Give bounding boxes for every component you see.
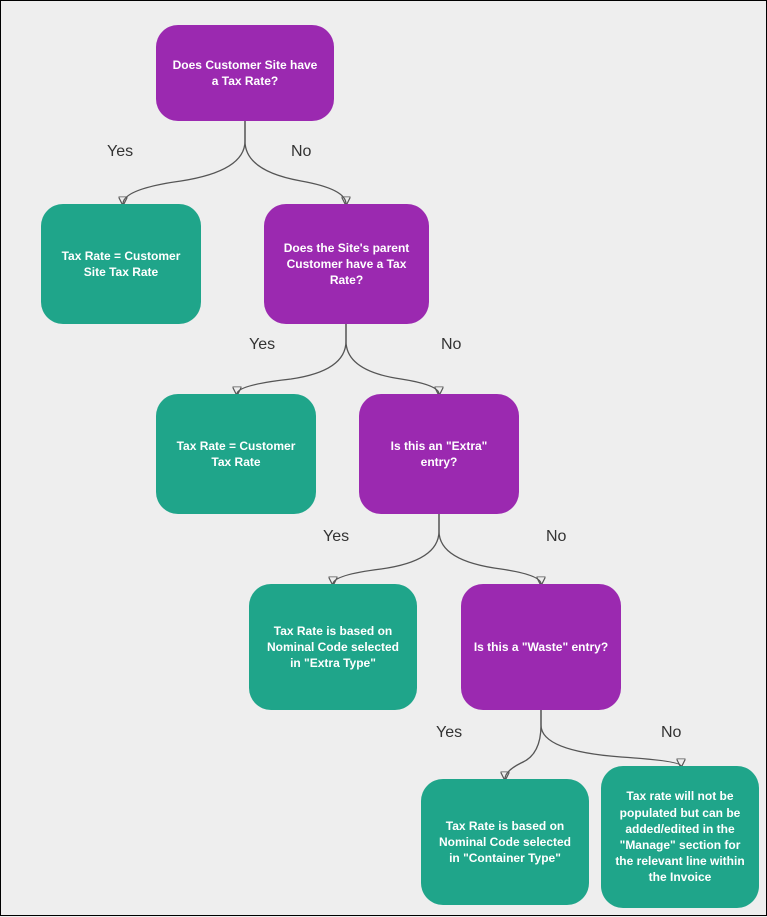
node-container-type-nominal: Tax Rate is based on Nominal Code select… <box>421 779 589 905</box>
node-customer-site-tax-rate: Does Customer Site have a Tax Rate? <box>156 25 334 121</box>
node-label: Tax Rate = Customer Site Tax Rate <box>53 248 189 280</box>
node-label: Tax Rate is based on Nominal Code select… <box>261 623 405 672</box>
node-parent-customer-tax-rate: Does the Site's parent Customer have a T… <box>264 204 429 324</box>
edge-label-yes: Yes <box>249 336 275 354</box>
node-label: Does the Site's parent Customer have a T… <box>276 240 417 289</box>
node-is-waste-entry: Is this a "Waste" entry? <box>461 584 621 710</box>
flowchart-canvas: Does Customer Site have a Tax Rate? Tax … <box>0 0 767 916</box>
node-label: Tax Rate = Customer Tax Rate <box>168 438 304 470</box>
node-label: Tax rate will not be populated but can b… <box>613 788 747 885</box>
node-tax-rate-customer-site: Tax Rate = Customer Site Tax Rate <box>41 204 201 324</box>
edge-label-yes: Yes <box>436 724 462 742</box>
node-manage-section: Tax rate will not be populated but can b… <box>601 766 759 908</box>
node-tax-rate-customer: Tax Rate = Customer Tax Rate <box>156 394 316 514</box>
edge-label-yes: Yes <box>323 528 349 546</box>
node-extra-type-nominal: Tax Rate is based on Nominal Code select… <box>249 584 417 710</box>
edge-label-no: No <box>546 528 566 546</box>
edge-label-no: No <box>661 724 681 742</box>
node-label: Is this a "Waste" entry? <box>474 639 608 655</box>
node-label: Does Customer Site have a Tax Rate? <box>168 57 322 89</box>
edge-label-no: No <box>291 143 311 161</box>
node-label: Tax Rate is based on Nominal Code select… <box>433 818 577 867</box>
edge-label-no: No <box>441 336 461 354</box>
edge-label-yes: Yes <box>107 143 133 161</box>
node-is-extra-entry: Is this an "Extra" entry? <box>359 394 519 514</box>
node-label: Is this an "Extra" entry? <box>371 438 507 470</box>
